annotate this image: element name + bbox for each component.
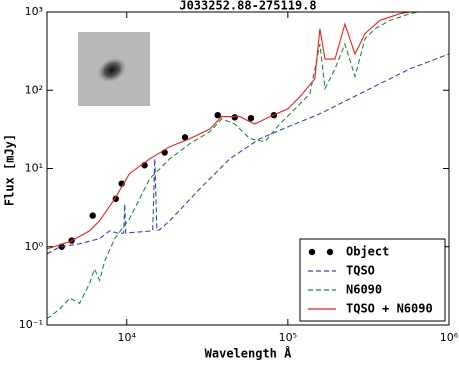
plot-area [47,12,449,320]
legend-label: Object [346,245,389,259]
data-point [247,114,255,122]
x-tick-label: 10⁴ [118,331,137,344]
y-tick-label: 10¹ [25,162,43,175]
x-axis-label: Wavelength Å [205,346,292,361]
chart-title: J033252.88-275119.8 [179,0,316,13]
series-line [47,12,419,320]
galaxy [96,56,128,84]
legend-marker [308,248,316,256]
data-point [89,212,96,219]
data-point [181,134,189,141]
data-point [214,111,221,119]
y-tick-label: 10⁰ [25,240,44,253]
x-tick-label: 10⁵ [279,331,297,344]
series-line [47,53,449,255]
y-axis-label: Flux [mJy] [3,134,17,206]
x-tick-label: 10⁶ [440,331,459,344]
y-tick-label: 10⁻¹ [19,318,43,331]
y-tick-label: 10³ [25,5,43,18]
legend-box [299,238,446,322]
legend-label: TQSO [346,264,375,278]
y-tick-label: 10² [25,83,43,96]
legend-label: TQSO + N6090 [346,302,433,316]
legend-marker [326,248,334,256]
series-line [47,12,411,250]
legend-label: N6090 [346,283,382,297]
data-point [231,114,238,121]
